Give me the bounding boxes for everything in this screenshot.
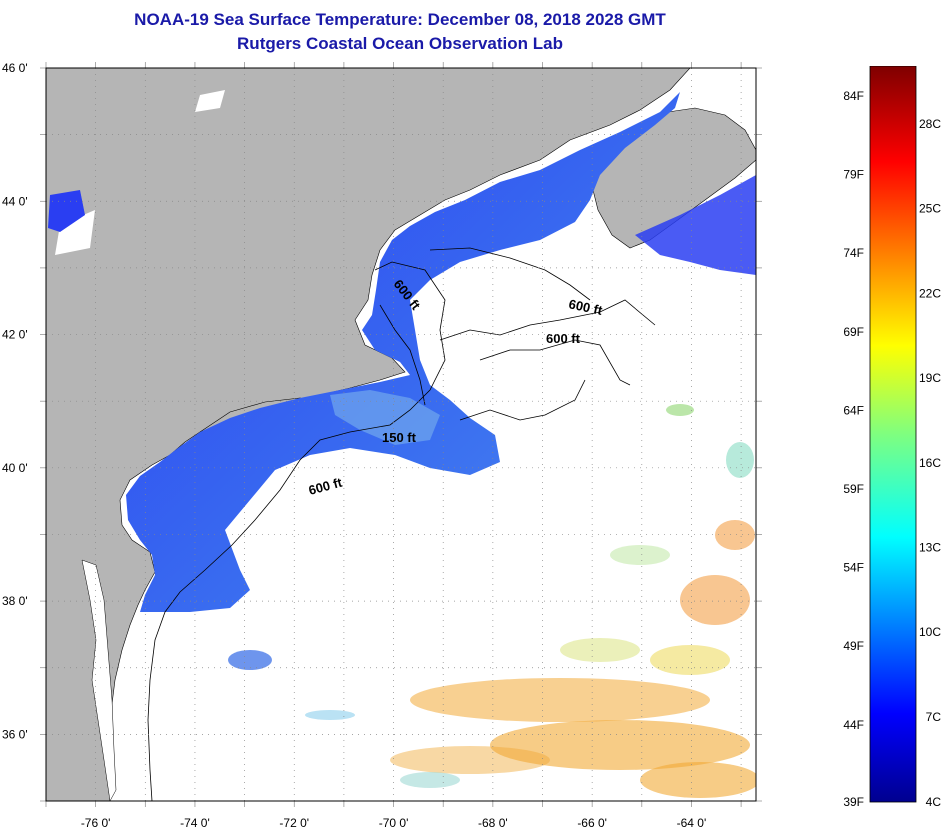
lake-ontario-water [48, 190, 85, 232]
map-title: NOAA-19 Sea Surface Temperature: Decembe… [134, 10, 666, 29]
celsius-label: 10C [919, 625, 941, 639]
celsius-label: 16C [919, 456, 941, 470]
celsius-label: 4C [926, 795, 942, 809]
longitude-label: -72 0' [279, 816, 309, 830]
celsius-label: 28C [919, 117, 941, 131]
map-frame [45, 67, 757, 802]
fahrenheit-label: 44F [843, 718, 864, 732]
celsius-label: 19C [919, 371, 941, 385]
contour-label: 600 ft [546, 331, 581, 346]
longitude-label: -74 0' [180, 816, 210, 830]
celsius-label: 22C [919, 286, 941, 300]
chesapeake-bay [81, 559, 117, 801]
fahrenheit-label: 39F [843, 795, 864, 809]
gulf-stream-warm-water [305, 404, 756, 798]
longitude-label: -68 0' [478, 816, 508, 830]
celsius-label: 13C [919, 541, 941, 555]
fahrenheit-label: 84F [843, 89, 864, 103]
fahrenheit-label: 69F [843, 325, 864, 339]
longitude-labels: -76 0' -74 0' -72 0' -70 0' -68 0' -66 0' -64 … [81, 816, 706, 830]
latitude-label: 36 0' [2, 727, 28, 741]
latitude-label: 46 0' [2, 61, 28, 75]
colorbar-gradient [869, 66, 917, 803]
longitude-label: -66 0' [577, 816, 607, 830]
sst-map: 600 ft 600 ft 600 ft 150 ft 600 ft 46 0'… [2, 61, 762, 830]
fahrenheit-label: 54F [843, 561, 864, 575]
fahrenheit-label: 64F [843, 403, 864, 417]
inland-lake [55, 210, 95, 255]
latitude-labels: 46 0' 44 0' 42 0' 40 0' 38 0' 36 0' [2, 61, 28, 741]
cold-shelf-water [126, 92, 680, 612]
longitude-label: -70 0' [379, 816, 409, 830]
celsius-labels: 28C 25C 22C 19C 16C 13C 10C 7C 4C [919, 117, 941, 809]
temperature-colorbar: 84F 79F 74F 69F 64F 59F 54F 49F 44F 39F 28C 25C 22C… [843, 66, 941, 809]
scotian-shelf-water [635, 175, 756, 275]
inland-lake [195, 90, 225, 112]
map-subtitle: Rutgers Coastal Ocean Observation Lab [237, 34, 563, 53]
warmer-shelf-patch [330, 390, 440, 445]
latitude-label: 44 0' [2, 194, 28, 208]
fahrenheit-label: 59F [843, 482, 864, 496]
fahrenheit-label: 74F [843, 246, 864, 260]
longitude-label: -76 0' [81, 816, 111, 830]
latitude-label: 42 0' [2, 328, 28, 342]
contour-label: 600 ft [567, 296, 604, 318]
latitude-label: 40 0' [2, 461, 28, 475]
fahrenheit-label: 79F [843, 168, 864, 182]
cold-eddy [228, 650, 272, 670]
longitude-label: -64 0' [677, 816, 707, 830]
celsius-label: 7C [926, 710, 942, 724]
bathymetry-contours [147, 247, 656, 801]
fahrenheit-label: 49F [843, 639, 864, 653]
celsius-label: 25C [919, 202, 941, 216]
latitude-label: 38 0' [2, 594, 28, 608]
contour-label: 150 ft [382, 430, 417, 445]
fahrenheit-labels: 84F 79F 74F 69F 64F 59F 54F 49F 44F 39F [843, 89, 864, 809]
